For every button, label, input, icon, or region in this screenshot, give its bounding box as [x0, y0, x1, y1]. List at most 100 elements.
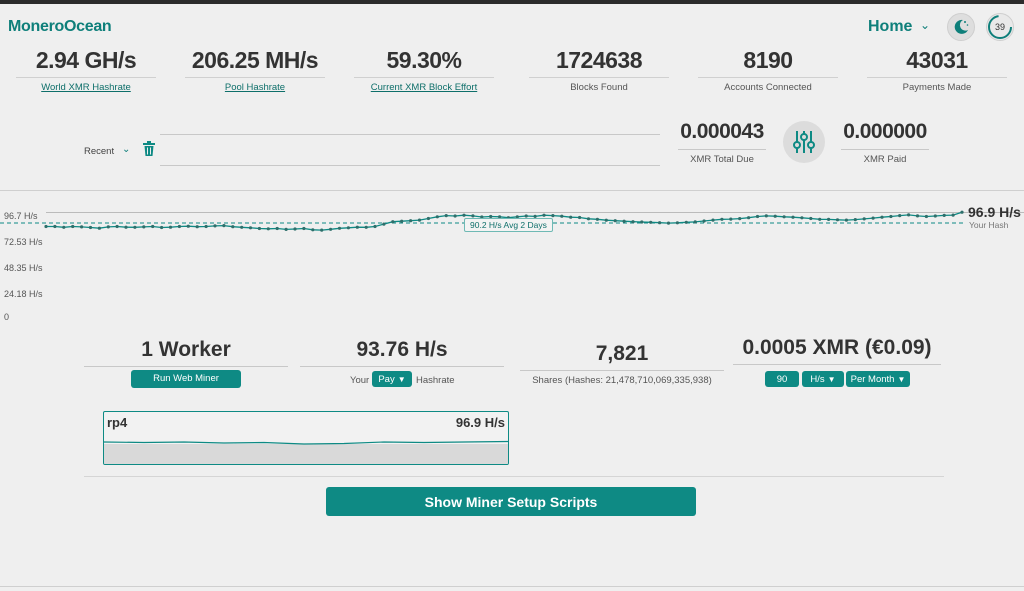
stat-label: Blocks Found: [570, 82, 628, 93]
hashrate-label: Hashrate: [416, 375, 455, 386]
hashrate-type-select[interactable]: Pay ▼: [372, 371, 412, 387]
worker-name: rp4: [107, 415, 128, 430]
data-point: [62, 225, 66, 229]
footer-divider: [0, 586, 1024, 587]
worker-card[interactable]: rp4 96.9 H/s: [103, 411, 509, 465]
data-point: [142, 225, 146, 229]
data-point: [364, 225, 368, 229]
data-point: [168, 225, 173, 229]
total-due-value: 0.000043: [680, 120, 764, 143]
data-point: [738, 217, 742, 221]
calc-period-select[interactable]: Per Month ▼: [846, 371, 910, 387]
hashrate-chart: [0, 190, 1024, 326]
y-tick-label: 72.53 H/s: [4, 237, 43, 247]
data-point: [560, 214, 564, 218]
data-point: [835, 218, 840, 222]
chevron-down-icon[interactable]: ⌄: [122, 144, 131, 155]
average-hash-label: 90.2 H/s Avg 2 Days: [464, 218, 553, 232]
chevron-down-icon: ▼: [397, 374, 406, 384]
settings-sliders-button[interactable]: [783, 121, 825, 163]
top-bar: [0, 0, 1024, 4]
stat-link[interactable]: Current XMR Block Effort: [370, 82, 478, 93]
data-point: [373, 224, 377, 229]
data-point: [480, 215, 484, 219]
stat-link[interactable]: Pool Hashrate: [224, 82, 286, 93]
worker-count: 1 Worker: [84, 338, 288, 367]
data-point: [827, 217, 831, 221]
data-point: [355, 225, 359, 229]
data-point: [124, 225, 128, 229]
data-point: [666, 221, 671, 225]
data-point: [622, 219, 626, 223]
calc-amount-value: 90: [776, 373, 788, 385]
refresh-timer-button[interactable]: 39: [986, 13, 1014, 41]
stat-link[interactable]: World XMR Hashrate: [41, 82, 131, 93]
data-point: [115, 224, 119, 229]
stat-block-effort: 59.30% Current XMR Block Effort: [344, 47, 504, 93]
data-point: [924, 214, 929, 219]
stat-blocks-found: 1724638 Blocks Found: [519, 47, 679, 93]
data-point: [684, 220, 688, 224]
data-point: [578, 215, 582, 220]
calc-amount-input[interactable]: 90: [765, 371, 799, 387]
data-point: [409, 219, 413, 223]
worker-count-value: 1 Worker: [141, 338, 231, 361]
trash-icon[interactable]: [142, 141, 156, 161]
xmr-paid-label: XMR Paid: [863, 154, 907, 165]
data-point: [604, 218, 608, 222]
data-point: [862, 217, 866, 221]
data-point: [818, 217, 822, 221]
data-point: [337, 226, 342, 230]
data-point: [951, 213, 955, 217]
data-point: [711, 218, 715, 222]
stat-value: 1724638: [555, 47, 643, 73]
data-point: [782, 215, 786, 219]
address-input-bottom-line[interactable]: [160, 165, 660, 166]
data-point: [391, 220, 395, 224]
brand-logo[interactable]: MoneroOcean: [8, 18, 112, 35]
data-point: [569, 215, 573, 219]
data-point: [275, 226, 279, 231]
data-point: [542, 213, 546, 217]
shares-label: Shares (Hashes: 21,478,710,069,335,938): [532, 375, 712, 386]
data-point: [346, 226, 350, 230]
data-point: [222, 224, 226, 228]
data-point: [133, 225, 137, 229]
data-point: [675, 221, 680, 225]
data-point: [186, 224, 190, 228]
nav-home-select[interactable]: Home: [868, 18, 913, 35]
y-tick-label: 24.18 H/s: [4, 289, 43, 299]
calc-period-value: Per Month: [850, 373, 895, 385]
stat-value: 206.25 MH/s: [191, 47, 319, 73]
current-hash-sublabel: Your Hash: [969, 220, 1009, 230]
data-point: [800, 216, 804, 220]
data-point: [160, 225, 164, 230]
data-point: [551, 214, 555, 218]
stat-value: 8190: [743, 47, 793, 73]
your-hashrate-value: 93.76 H/s: [356, 338, 448, 361]
show-setup-scripts-button[interactable]: Show Miner Setup Scripts: [326, 487, 696, 516]
calc-unit-select[interactable]: H/s ▼: [802, 371, 844, 387]
chevron-down-icon[interactable]: ⌄: [920, 18, 931, 32]
data-point: [586, 217, 591, 221]
total-due-label: XMR Total Due: [690, 154, 754, 165]
xmr-paid-value: 0.000000: [843, 120, 927, 143]
data-point: [907, 213, 911, 217]
stat-label: Accounts Connected: [724, 82, 812, 93]
shares-value: 7,821: [595, 342, 649, 365]
data-point: [889, 214, 893, 219]
data-point: [284, 227, 288, 231]
data-point: [293, 227, 297, 231]
xmr-paid: 0.000000 XMR Paid: [835, 120, 935, 165]
theme-toggle-button[interactable]: [947, 13, 975, 41]
data-point: [515, 215, 519, 219]
data-point: [426, 216, 430, 221]
worker-hashrate: 96.9 H/s: [455, 415, 505, 430]
data-point: [960, 210, 964, 214]
address-selector[interactable]: Recent: [84, 146, 115, 157]
current-hash-label: 96.9 H/s: [968, 204, 1021, 220]
run-web-miner-button[interactable]: Run Web Miner: [131, 370, 241, 388]
data-point: [71, 224, 75, 229]
data-point: [631, 220, 635, 224]
address-input-top-line: [160, 134, 660, 135]
